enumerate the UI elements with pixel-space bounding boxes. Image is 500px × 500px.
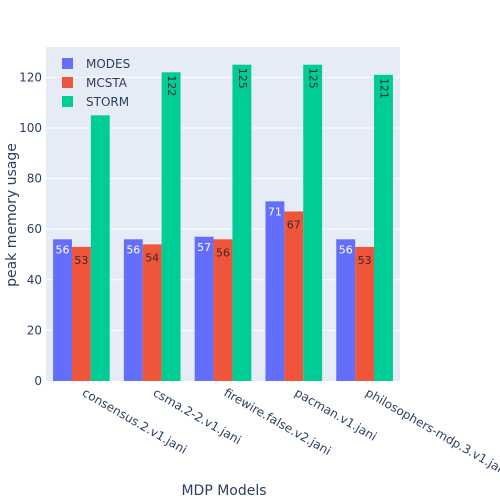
legend-swatch-mcsta: [62, 77, 73, 88]
data-label-storm-4: 121: [377, 78, 390, 99]
legend-label-modes[interactable]: MODES: [86, 57, 130, 71]
y-tick-label: 80: [27, 172, 42, 186]
bar-mcsta-0[interactable]: [71, 246, 91, 381]
bar-mcsta-2[interactable]: [213, 239, 233, 381]
y-tick-label: 0: [34, 374, 42, 388]
data-label-modes-3: 71: [268, 205, 282, 218]
bars: [53, 64, 393, 382]
data-label-modes-2: 57: [197, 241, 211, 254]
y-tick-label: 120: [19, 70, 42, 84]
data-label-mcsta-1: 54: [145, 251, 159, 264]
data-label-modes-4: 56: [339, 243, 353, 256]
x-tick-label: philosophers-mdp.3.v1.jani: [363, 385, 500, 479]
bar-labels: 56 53 56 54 122 57 56 125 71 67 125 56 53 121: [56, 68, 391, 267]
legend[interactable]: MODES MCSTA STORM: [62, 57, 130, 109]
y-tick-label: 60: [27, 222, 42, 236]
x-axis-ticks: consensus.2.v1.janicsma.2-2.v1.janifirew…: [80, 385, 500, 479]
legend-swatch-storm: [62, 96, 73, 107]
x-axis-title: MDP Models: [181, 483, 266, 499]
bar-storm-0[interactable]: [90, 115, 110, 382]
data-label-mcsta-3: 67: [287, 218, 301, 231]
bar-modes-3[interactable]: [265, 201, 285, 381]
data-label-storm-2: 125: [236, 68, 249, 89]
bar-modes-4[interactable]: [336, 239, 356, 381]
y-axis-title: peak memory usage: [4, 143, 20, 287]
bar-mcsta-1[interactable]: [142, 244, 162, 381]
data-label-storm-3: 125: [307, 68, 320, 89]
bar-storm-1[interactable]: [161, 72, 181, 381]
data-label-mcsta-2: 56: [216, 246, 230, 259]
y-tick-label: 20: [27, 323, 42, 337]
y-axis-ticks: 0 20 40 60 80 100 120: [19, 70, 42, 388]
data-label-modes-0: 56: [56, 243, 70, 256]
bar-storm-4[interactable]: [374, 74, 393, 381]
data-label-mcsta-0: 53: [74, 254, 88, 267]
legend-swatch-modes: [62, 58, 73, 69]
bar-storm-2[interactable]: [232, 64, 252, 381]
data-label-mcsta-4: 53: [358, 254, 372, 267]
bar-mcsta-3[interactable]: [284, 211, 304, 381]
bar-modes-2[interactable]: [194, 236, 214, 381]
bar-modes-1[interactable]: [123, 239, 143, 381]
bar-mcsta-4[interactable]: [355, 246, 375, 381]
data-label-modes-1: 56: [126, 243, 140, 256]
y-tick-label: 40: [27, 273, 42, 287]
bar-modes-0[interactable]: [53, 239, 72, 381]
data-label-storm-1: 122: [165, 75, 178, 96]
y-tick-label: 100: [19, 121, 42, 135]
legend-label-storm[interactable]: STORM: [86, 95, 129, 109]
legend-label-mcsta[interactable]: MCSTA: [86, 76, 128, 90]
bar-storm-3[interactable]: [303, 64, 323, 381]
